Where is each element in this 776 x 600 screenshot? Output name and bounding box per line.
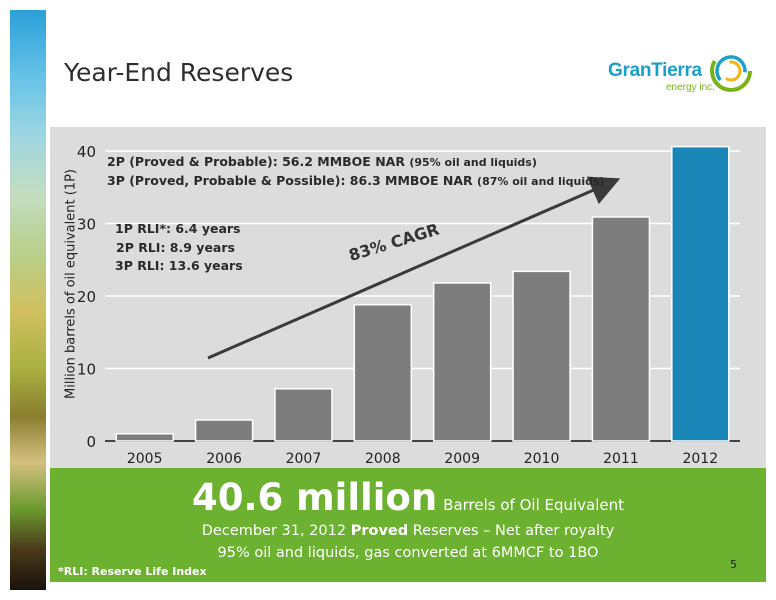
y-tick-label: 40: [77, 143, 96, 161]
y-axis-ticks: 0 10 20 30 40: [77, 143, 96, 451]
logo-subtitle: energy inc.: [666, 82, 715, 93]
banner-line-1: December 31, 2012 Proved Reserves – Net …: [201, 523, 615, 539]
bar-2010: [512, 270, 571, 442]
annotation-3p: 3P (Proved, Probable & Possible): 86.3 M…: [107, 173, 605, 188]
x-tick-label: 2010: [524, 451, 560, 467]
annotation-rli-3p: 3P RLI: 13.6 years: [115, 258, 243, 273]
bar-2009: [432, 282, 492, 442]
bar-2006: [194, 419, 254, 442]
bar-2007: [274, 388, 333, 442]
chart-bars: [115, 145, 730, 442]
summary-banner: 40.6 million Barrels of Oil Equivalent De…: [50, 468, 766, 582]
y-tick-label: 0: [86, 433, 96, 451]
page-title: Year-End Reserves: [64, 58, 294, 87]
x-tick-label: 2012: [682, 451, 718, 467]
headline-number: 40.6 million: [191, 476, 438, 519]
y-tick-label: 10: [77, 361, 96, 379]
x-tick-label: 2011: [603, 451, 639, 467]
logo-wordmark: GranTierra: [608, 60, 702, 81]
logo-rings-icon: [710, 50, 752, 92]
x-tick-label: 2008: [365, 451, 401, 467]
y-tick-label: 30: [77, 216, 96, 234]
annotation-2p: 2P (Proved & Probable): 56.2 MMBOE NAR (…: [107, 154, 537, 169]
x-tick-label: 2009: [444, 451, 480, 467]
banner-line-2: 95% oil and liquids, gas converted at 6M…: [217, 545, 599, 561]
footnote: *RLI: Reserve Life Index: [58, 565, 207, 578]
x-tick-label: 2007: [286, 451, 322, 467]
headline-figure: 40.6 million Barrels of Oil Equivalent: [50, 476, 766, 519]
company-logo: GranTierra energy inc.: [606, 46, 756, 96]
bar-2011: [591, 216, 651, 442]
headline-unit: Barrels of Oil Equivalent: [443, 496, 625, 514]
decorative-stripe: [10, 10, 46, 590]
x-tick-label: 2006: [206, 451, 242, 467]
annotation-rli-2p: 2P RLI: 8.9 years: [116, 240, 235, 255]
annotation-rli-1p: 1P RLI*: 6.4 years: [115, 221, 241, 236]
x-axis-ticks: 2005 2006 2007 2008 2009 2010 2011 2012: [127, 451, 718, 467]
bar-2005: [115, 433, 174, 442]
y-axis-label: Million barrels of oil equivalent (1P): [63, 169, 79, 399]
bar-2008: [353, 303, 413, 442]
x-tick-label: 2005: [127, 451, 163, 467]
bar-2012: [671, 145, 730, 442]
y-tick-label: 20: [77, 288, 96, 306]
cagr-arrow: [207, 176, 621, 360]
page-number: 5: [730, 558, 737, 571]
